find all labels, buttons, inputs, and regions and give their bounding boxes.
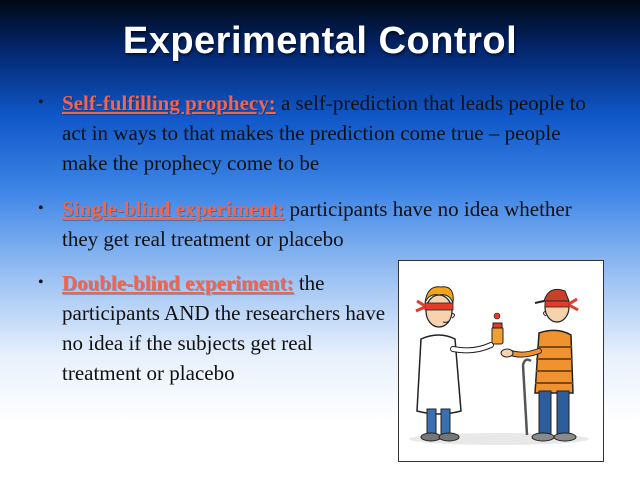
term-double-blind-experiment: Double-blind experiment:: [62, 271, 294, 295]
cartoon-illustration-icon: [409, 286, 589, 445]
bullet-text: Double-blind experiment: the participant…: [62, 268, 392, 388]
term-self-fulfilling-prophecy: Self-fulfilling prophecy:: [62, 91, 276, 115]
term-single-blind-experiment: Single-blind experiment:: [62, 197, 285, 221]
bullet-dot: •: [38, 94, 44, 111]
bullet-text: Self-fulfilling prophecy: a self-predict…: [62, 88, 608, 178]
bullet-dot: •: [38, 200, 44, 217]
definition-single-blind-experiment: participants have no idea whether they g…: [62, 197, 572, 251]
slide-title: Experimental Control: [122, 20, 518, 62]
bullet-text: Single-blind experiment: participants ha…: [62, 194, 608, 254]
definition-double-blind-experiment: the participants AND the researchers hav…: [62, 271, 386, 385]
blindfolded-doctor-patient-cartoon: [398, 260, 604, 462]
bullet-dot: •: [38, 274, 44, 291]
definition-self-fulfilling-prophecy: a self-prediction that leads people to a…: [62, 91, 586, 175]
